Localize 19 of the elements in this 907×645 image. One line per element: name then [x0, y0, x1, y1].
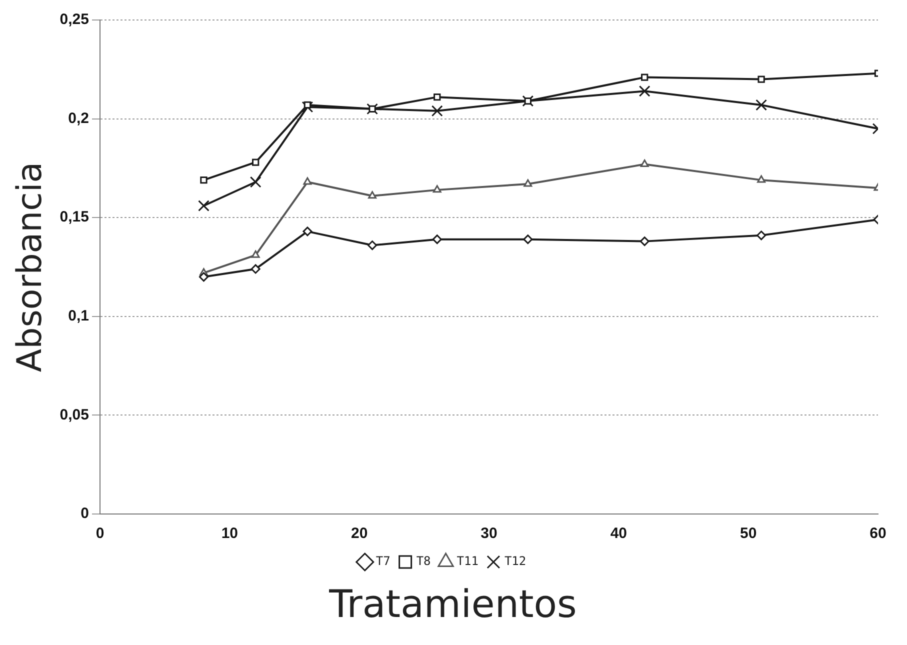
y-tick-label: 0,25 — [60, 11, 89, 28]
x-tick-label: 50 — [740, 525, 757, 542]
y-tick-label: 0,2 — [68, 110, 89, 127]
legend-label: T11 — [456, 554, 478, 568]
legend-label: T8 — [416, 554, 431, 568]
y-axis-title: Absorbancia — [10, 162, 50, 372]
y-tick-label: 0,1 — [68, 308, 89, 325]
x-tick-label: 60 — [870, 525, 886, 542]
x-tick-label: 0 — [96, 525, 104, 542]
y-tick-label: 0 — [80, 505, 89, 522]
legend-label: T7 — [376, 554, 390, 568]
y-tick-label: 0,15 — [60, 208, 89, 226]
x-tick-label: 20 — [350, 525, 368, 542]
x-tick-label: 30 — [480, 525, 498, 542]
legend-label: T12 — [504, 554, 526, 568]
y-tick-label: 0,05 — [60, 406, 89, 424]
x-tick-label: 10 — [221, 525, 238, 542]
x-tick-label: 40 — [610, 525, 628, 542]
x-axis-title: Tratamientos — [328, 581, 578, 628]
